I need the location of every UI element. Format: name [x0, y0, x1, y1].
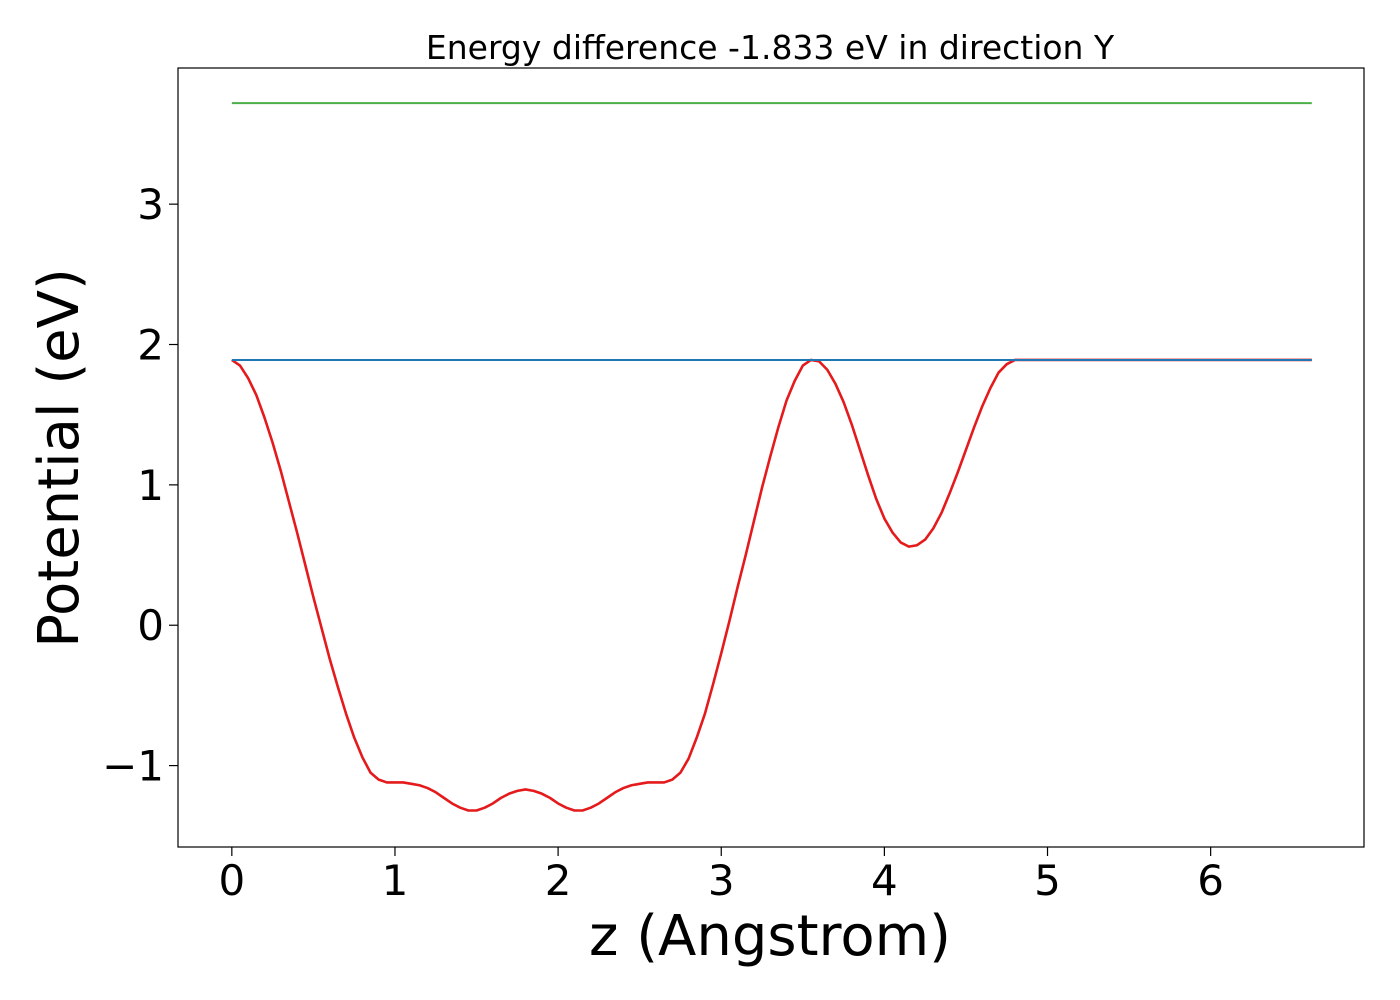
y-axis: −1 0 1 2 3: [102, 180, 178, 791]
y-tick-label: 3: [137, 180, 164, 229]
x-tick-label: 2: [545, 856, 572, 905]
chart-title: Energy difference -1.833 eV in direction…: [426, 28, 1115, 67]
x-tick-label: 1: [382, 856, 409, 905]
y-axis-label: Potential (eV): [27, 268, 92, 648]
x-tick-label: 6: [1197, 856, 1224, 905]
x-axis: 0 1 2 3 4 5 6: [218, 847, 1224, 905]
x-tick-label: 5: [1034, 856, 1061, 905]
y-tick-label: 2: [137, 321, 164, 370]
x-tick-label: 4: [871, 856, 898, 905]
x-tick-label: 3: [708, 856, 735, 905]
x-axis-label: z (Angstrom): [589, 904, 951, 969]
plot-frame: [177, 67, 1365, 848]
series-layer: [231, 102, 1312, 812]
y-tick-label: 1: [137, 461, 164, 510]
y-tick-label: −1: [102, 742, 164, 791]
y-tick-label: 0: [137, 601, 164, 650]
x-tick-label: 0: [218, 856, 245, 905]
